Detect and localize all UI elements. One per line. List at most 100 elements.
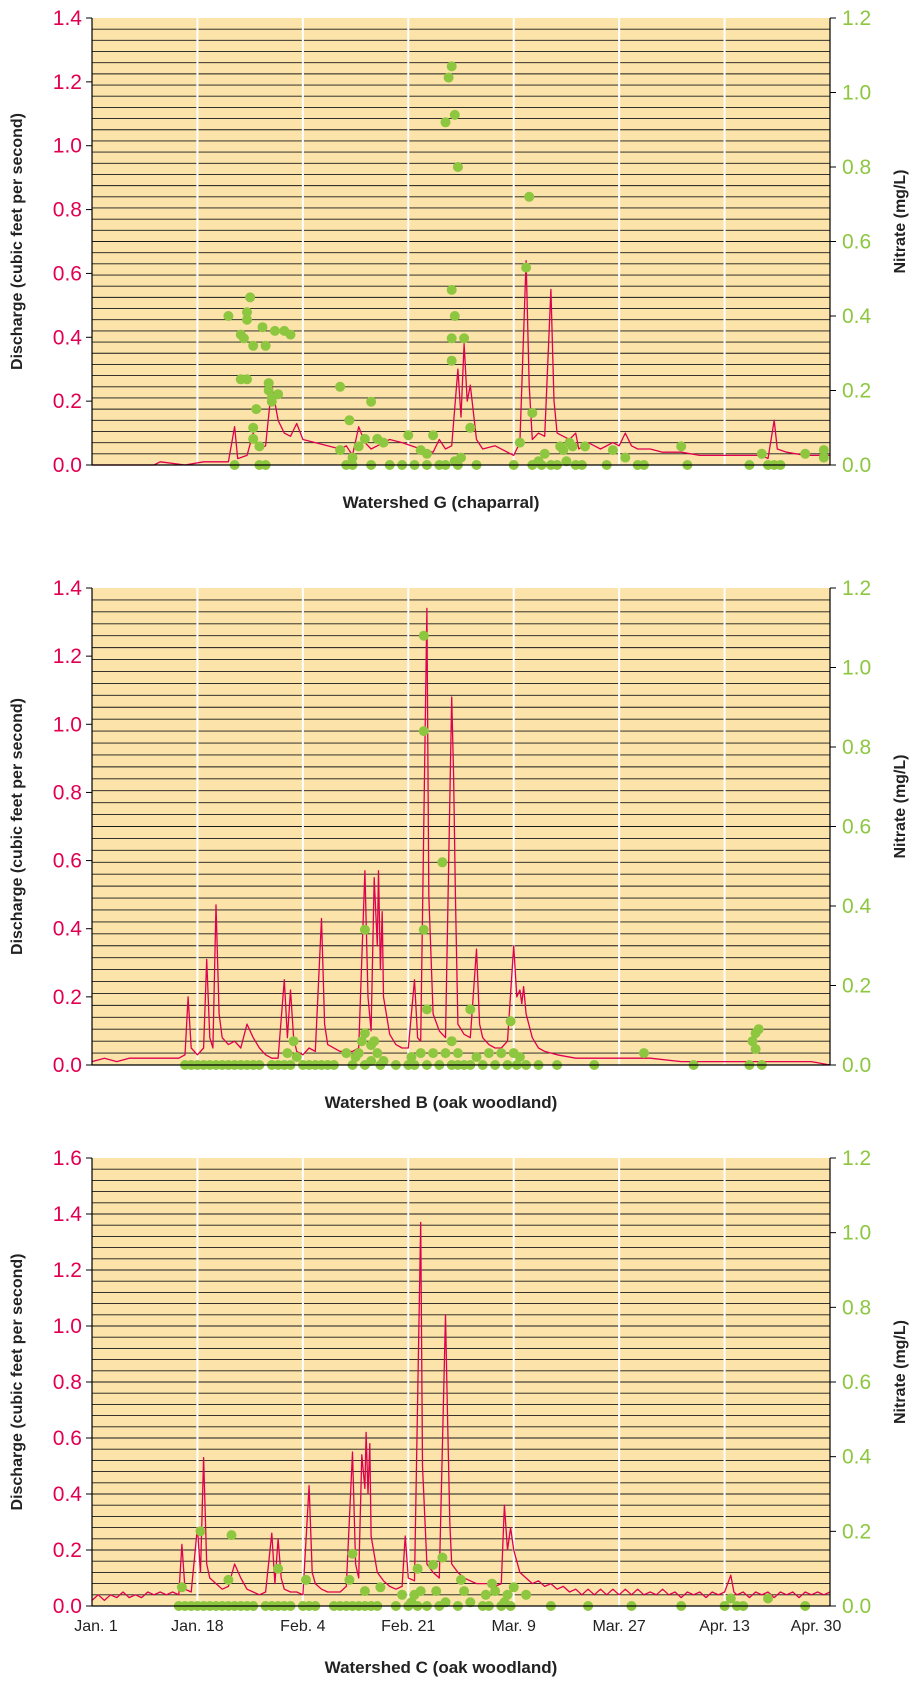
right-tick-label: 0.8 xyxy=(842,1296,871,1319)
nitrate-point xyxy=(539,448,550,459)
nitrate-point xyxy=(273,389,284,400)
nitrate-point xyxy=(449,311,460,321)
nitrate-point xyxy=(251,404,262,415)
nitrate-point xyxy=(223,1574,234,1585)
x-tick-label: Mar. 27 xyxy=(592,1618,645,1635)
nitrate-point xyxy=(449,109,460,120)
nitrate-point xyxy=(347,452,358,463)
nitrate-point xyxy=(508,1582,519,1593)
nitrate-point xyxy=(421,448,432,459)
left-tick-label: 0.2 xyxy=(53,986,82,1009)
nitrate-point xyxy=(465,422,476,433)
nitrate-point xyxy=(496,1048,507,1059)
right-tick-labels: 0.0 0.2 0.4 0.6 0.8 1.0 1.2 xyxy=(830,1147,872,1618)
nitrate-point xyxy=(366,1056,377,1066)
nitrate-point xyxy=(527,407,538,418)
nitrate-point xyxy=(514,437,525,448)
nitrate-point xyxy=(747,1036,758,1047)
nitrate-point xyxy=(335,381,346,392)
nitrate-point xyxy=(406,1052,417,1062)
nitrate-point xyxy=(353,441,364,452)
nitrate-point xyxy=(263,378,274,389)
nitrate-point xyxy=(242,307,252,318)
x-tick-label: Feb. 4 xyxy=(280,1618,325,1635)
vertical-gridlines xyxy=(196,18,726,465)
x-tick-label: Apr. 30 xyxy=(791,1618,842,1635)
nitrate-point xyxy=(452,1048,463,1059)
nitrate-point xyxy=(567,441,578,452)
nitrate-point xyxy=(344,1574,355,1585)
horizontal-gridlines xyxy=(92,1168,830,1596)
left-tick-label: 0.2 xyxy=(53,1539,82,1562)
x-tick-label: Jan. 1 xyxy=(74,1618,118,1635)
x-tick-label: Apr. 13 xyxy=(699,1618,750,1635)
right-tick-label: 0.2 xyxy=(842,380,871,403)
nitrate-point xyxy=(428,1048,439,1059)
nitrate-point xyxy=(471,1052,482,1062)
nitrate-point xyxy=(288,1036,299,1047)
nitrate-point xyxy=(226,1530,237,1541)
nitrate-point xyxy=(580,441,590,452)
right-tick-label: 0.0 xyxy=(842,1054,871,1077)
x-tick-label: Mar. 9 xyxy=(491,1618,536,1635)
right-tick-labels: 0.0 0.2 0.4 0.6 0.8 1.0 1.2 xyxy=(830,7,872,477)
nitrate-point xyxy=(418,630,429,641)
left-tick-label: 0.2 xyxy=(53,390,82,413)
nitrate-point xyxy=(505,1016,516,1027)
nitrate-point xyxy=(446,355,457,366)
nitrate-point xyxy=(415,1586,426,1597)
nitrate-point xyxy=(818,445,829,456)
right-tick-label: 1.0 xyxy=(842,657,871,680)
nitrate-point xyxy=(437,1552,448,1563)
nitrate-point xyxy=(195,1526,206,1537)
nitrate-point xyxy=(301,1574,311,1585)
nitrate-point xyxy=(725,1593,736,1604)
x-tick-label: Feb. 21 xyxy=(381,1618,435,1635)
vertical-gridlines xyxy=(196,588,726,1065)
nitrate-point xyxy=(335,445,346,456)
nitrate-point xyxy=(269,325,280,336)
nitrate-point xyxy=(412,1563,423,1574)
right-tick-label: 0.0 xyxy=(842,454,871,477)
left-tick-label: 0.6 xyxy=(53,262,82,285)
discharge-line-layer xyxy=(91,607,831,1066)
nitrate-point xyxy=(428,1559,439,1570)
nitrate-point xyxy=(465,1004,476,1015)
nitrate-point xyxy=(558,445,569,456)
left-tick-label: 0.6 xyxy=(53,1427,82,1450)
left-tick-label: 0.6 xyxy=(53,850,82,873)
right-tick-label: 0.8 xyxy=(842,736,871,759)
nitrate-point xyxy=(446,333,457,344)
left-tick-labels: 0.0 0.2 0.4 0.6 0.8 1.0 1.2 1.4 xyxy=(53,577,92,1077)
nitrate-point xyxy=(415,1048,426,1059)
horizontal-gridlines xyxy=(92,599,830,1054)
nitrate-point xyxy=(452,162,463,172)
left-tick-labels: 0.0 0.2 0.4 0.6 0.8 1.0 1.2 1.4 1.6 xyxy=(53,1147,92,1618)
nitrate-point xyxy=(248,422,259,433)
nitrate-point xyxy=(418,924,429,935)
nitrate-point xyxy=(521,1589,532,1600)
nitrate-point xyxy=(561,456,572,467)
left-tick-label: 0.0 xyxy=(53,1054,82,1077)
nitrate-point xyxy=(521,262,532,273)
discharge-line xyxy=(91,607,831,1066)
nitrate-point xyxy=(480,1589,491,1600)
nitrate-point xyxy=(356,1036,367,1047)
nitrate-point xyxy=(257,322,268,333)
right-tick-label: 1.0 xyxy=(842,82,871,105)
right-tick-label: 0.4 xyxy=(842,895,872,918)
right-tick-label: 0.6 xyxy=(842,231,871,254)
left-tick-label: 1.0 xyxy=(53,135,82,158)
nitrate-point xyxy=(344,415,355,426)
nitrate-point xyxy=(620,452,631,463)
right-tick-label: 0.6 xyxy=(842,1371,871,1394)
discharge-line xyxy=(91,1221,831,1602)
panel-title: Watershed G (chaparral) xyxy=(343,493,540,512)
left-tick-label: 1.0 xyxy=(53,713,82,736)
left-tick-label: 1.2 xyxy=(53,71,82,94)
left-tick-label: 0.0 xyxy=(53,1595,82,1618)
nitrate-point xyxy=(378,437,389,448)
nitrate-point xyxy=(260,340,271,351)
discharge-line-layer xyxy=(91,1221,831,1602)
nitrate-point xyxy=(359,1586,370,1597)
